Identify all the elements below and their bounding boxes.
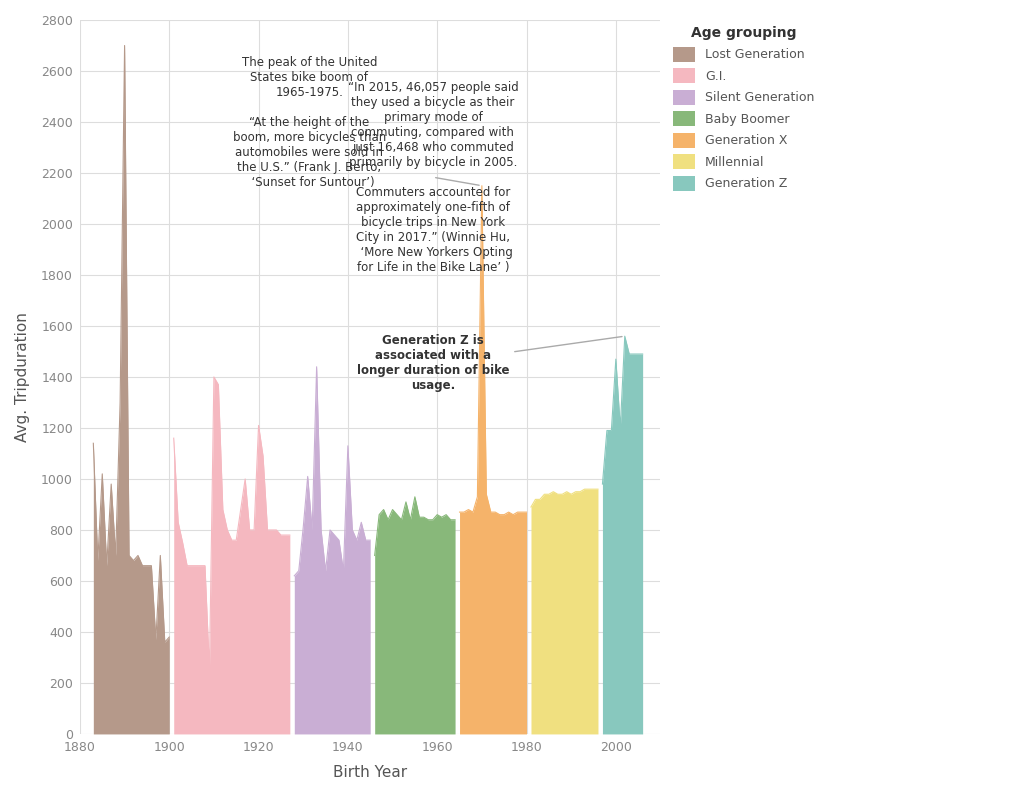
Text: “In 2015, 46,057 people said
they used a bicycle as their
primary mode of
commut: “In 2015, 46,057 people said they used a… bbox=[348, 80, 518, 273]
X-axis label: Birth Year: Birth Year bbox=[334, 765, 408, 780]
Text: Generation Z is
associated with a
longer duration of bike
usage.: Generation Z is associated with a longer… bbox=[357, 334, 622, 392]
Legend: Lost Generation, G.I., Silent Generation, Baby Boomer, Generation X, Millennial,: Lost Generation, G.I., Silent Generation… bbox=[672, 26, 814, 191]
Text: The peak of the United
States bike boom of
1965-1975.

“At the height of the
boo: The peak of the United States bike boom … bbox=[232, 56, 386, 188]
Y-axis label: Avg. Tripduration: Avg. Tripduration bbox=[15, 312, 30, 442]
